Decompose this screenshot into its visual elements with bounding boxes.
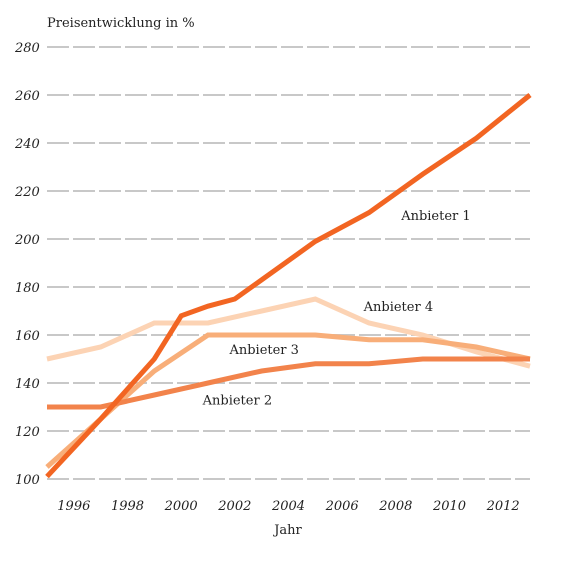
x-tick-label: 2010 <box>432 499 466 514</box>
series-labels: Anbieter 4 Anbieter 3 Anbieter 2 Anbieter 1 <box>202 209 471 409</box>
y-tick-label: 220 <box>14 185 40 200</box>
y-tick-label: 240 <box>14 137 40 152</box>
y-axis-title: Preisentwicklung in % <box>47 16 195 31</box>
x-tick-label: 2012 <box>486 499 520 514</box>
x-tick-label: 2008 <box>378 499 412 514</box>
series-line-4 <box>45 93 532 479</box>
x-tick-label: 1998 <box>111 499 144 514</box>
x-axis-title: Jahr <box>272 523 302 538</box>
series-label: Anbieter 2 <box>202 394 272 409</box>
y-tick-label: 140 <box>15 377 40 392</box>
series-line-3 <box>47 356 530 410</box>
series-line-2 <box>45 332 531 469</box>
x-axis-ticks: 1996 1998 2000 2002 2004 2006 2008 2010 2012 <box>57 499 519 514</box>
series-label: Anbieter 1 <box>400 209 470 224</box>
y-tick-label: 200 <box>14 233 40 248</box>
series-lines <box>45 93 532 479</box>
x-tick-label: 2006 <box>325 499 359 514</box>
y-tick-label: 260 <box>14 89 40 104</box>
y-tick-label: 180 <box>15 281 40 296</box>
y-tick-label: 280 <box>14 41 40 56</box>
series-label: Anbieter 4 <box>363 300 433 315</box>
y-axis-ticks: 100 120 140 160 180 200 220 240 260 280 <box>14 41 40 488</box>
y-tick-label: 120 <box>15 425 40 440</box>
y-tick-label: 160 <box>15 329 40 344</box>
x-tick-label: 2000 <box>164 499 198 514</box>
x-tick-label: 1996 <box>57 499 90 514</box>
series-label: Anbieter 3 <box>228 343 298 358</box>
x-tick-label: 2002 <box>217 499 251 514</box>
x-tick-label: 2004 <box>271 499 305 514</box>
y-tick-label: 100 <box>15 473 40 488</box>
